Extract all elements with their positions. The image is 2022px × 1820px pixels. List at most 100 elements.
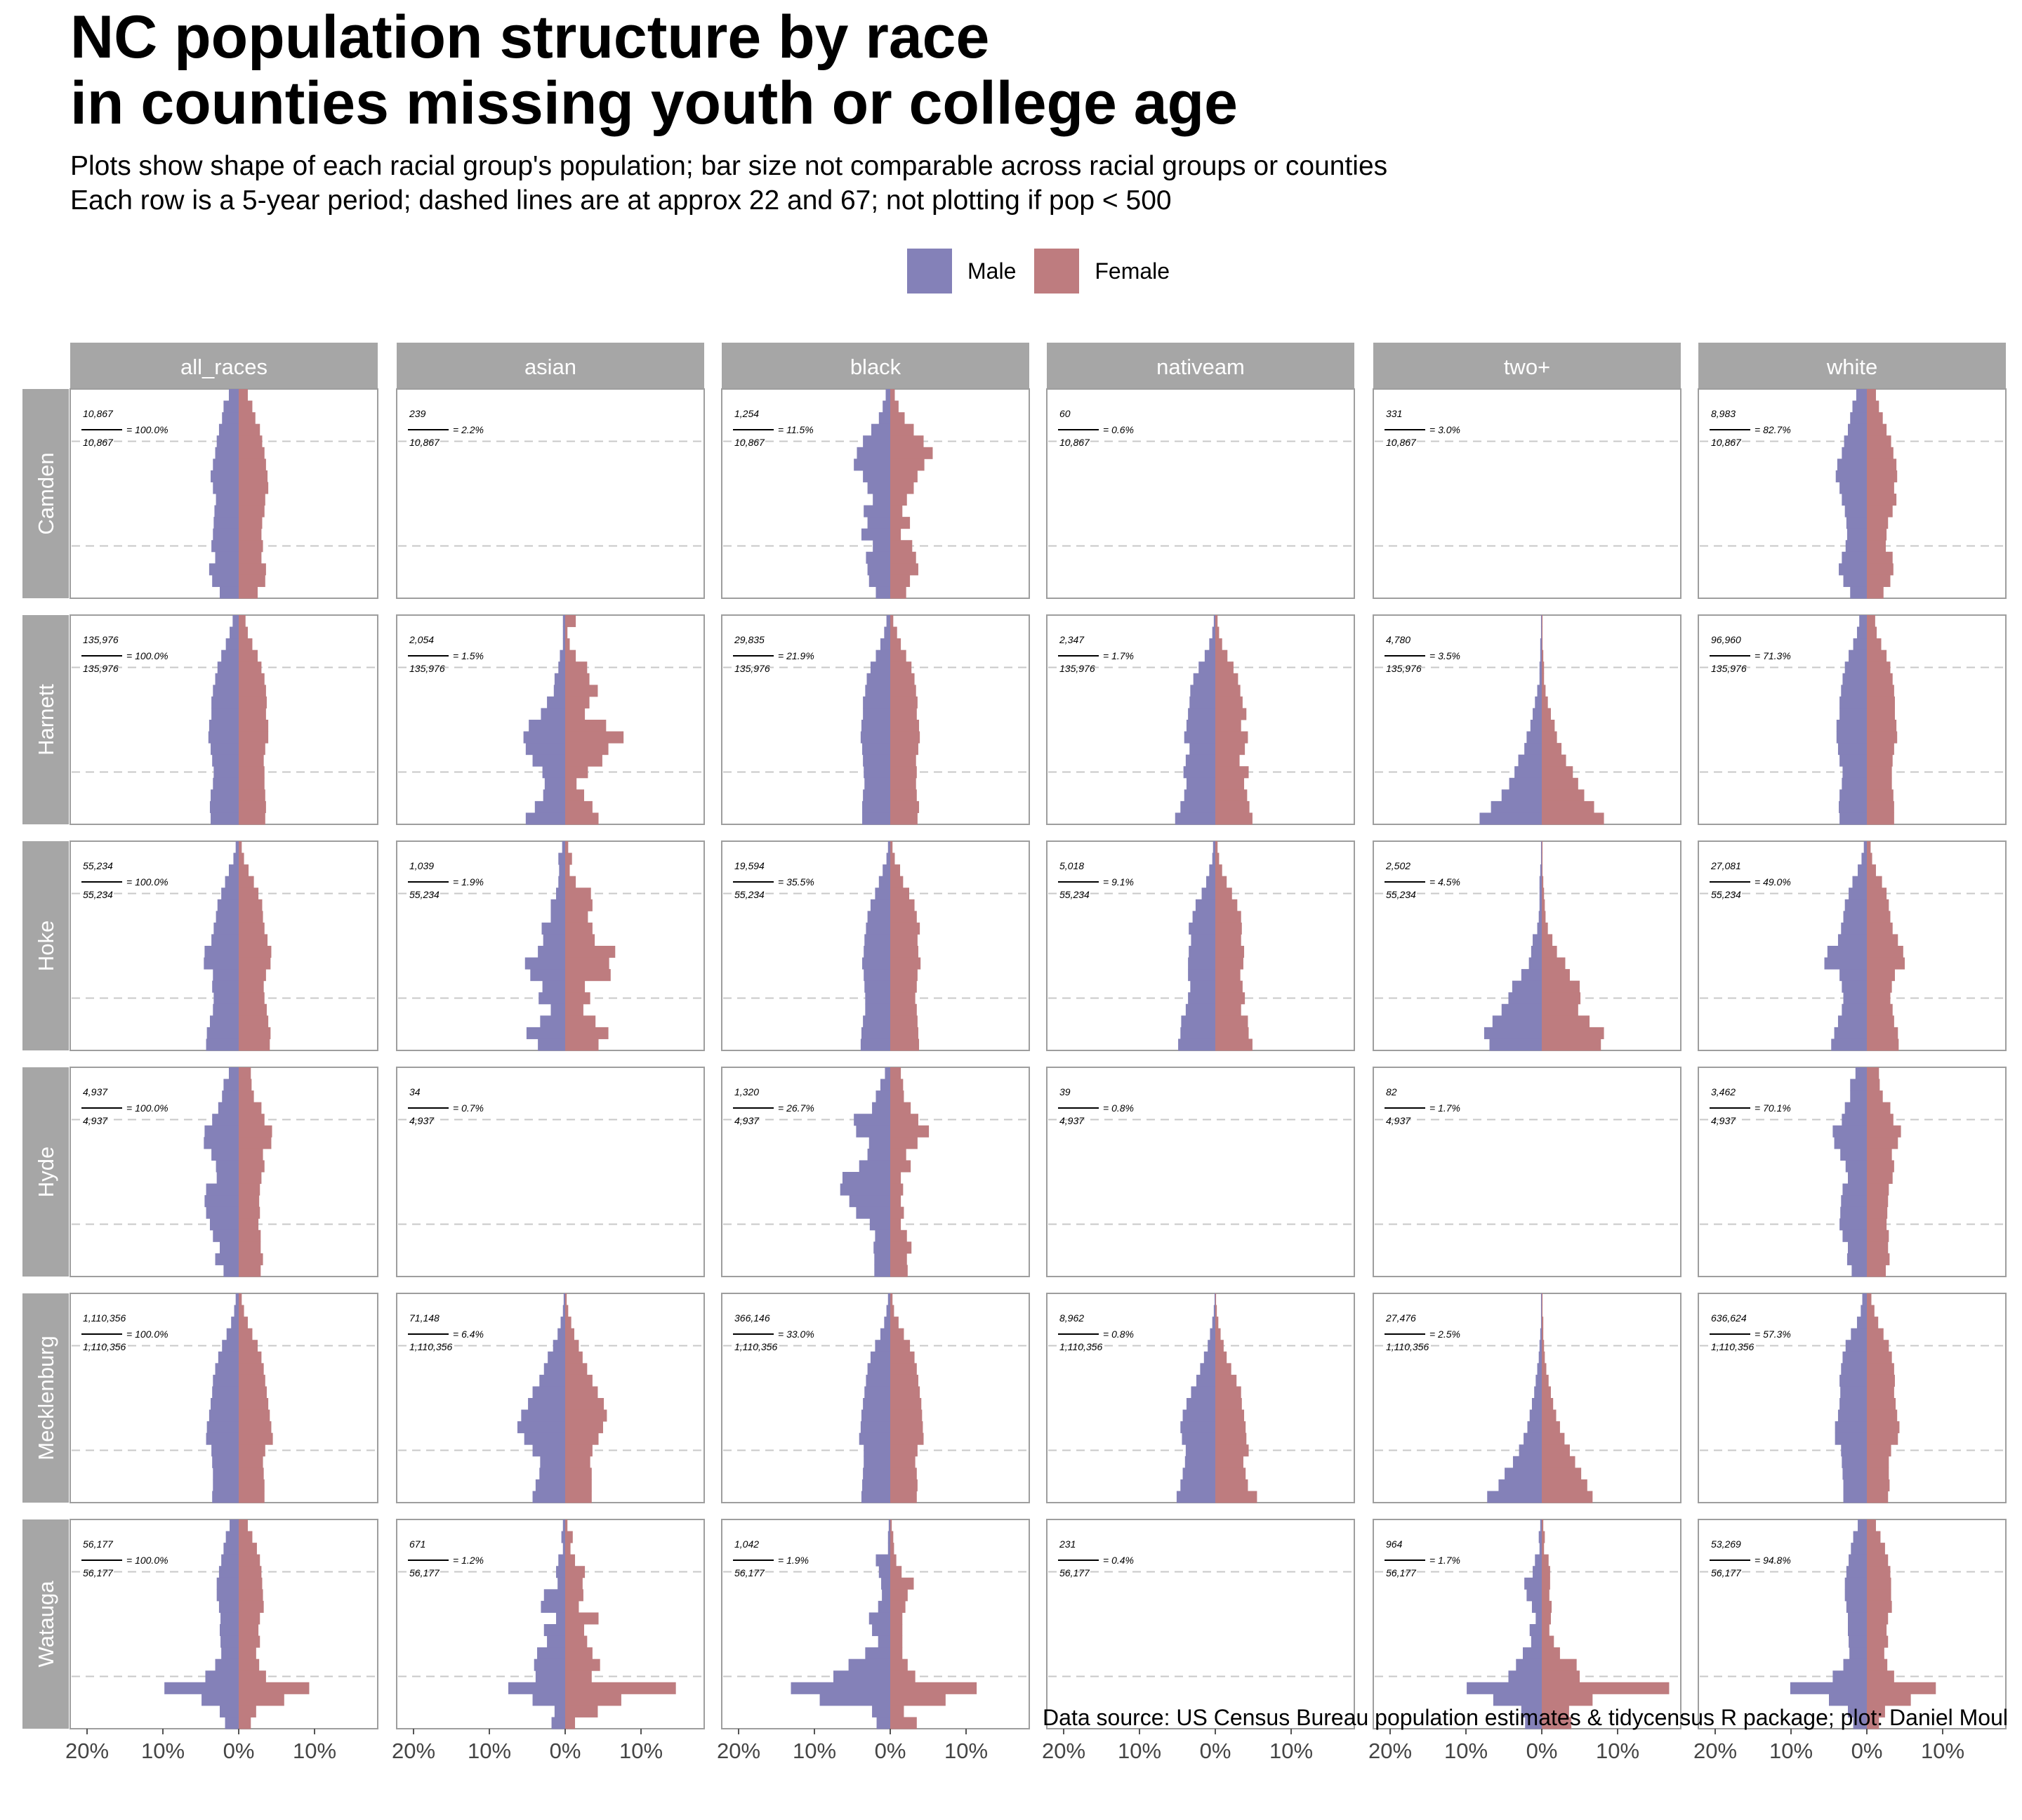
bar-male	[220, 1612, 239, 1625]
bar-female	[890, 1456, 916, 1468]
bar-female	[565, 1456, 590, 1468]
bar-male	[863, 696, 890, 708]
bar-female	[565, 1409, 607, 1422]
bar-female	[890, 731, 920, 744]
bar-female	[1867, 1398, 1896, 1411]
bar-female	[1215, 673, 1238, 685]
bar-male	[537, 1647, 565, 1660]
bar-female	[1867, 1468, 1889, 1480]
group-share: = 6.4%	[453, 1328, 484, 1340]
bar-female	[1542, 934, 1553, 947]
bar-female	[239, 494, 265, 506]
panel: 10,867 = 100.0% 10,867	[70, 388, 378, 599]
bar-male	[1193, 673, 1215, 685]
county-total: 10,867	[83, 437, 114, 448]
bar-female	[1867, 1647, 1884, 1660]
bar-male	[1842, 777, 1867, 790]
bar-female	[1215, 1479, 1248, 1491]
bar-male	[539, 1468, 565, 1480]
bar-female	[890, 1090, 904, 1103]
bar-female	[239, 946, 272, 958]
bar-female	[1542, 980, 1580, 993]
bar-female	[1867, 1491, 1889, 1503]
bar-male	[875, 586, 890, 599]
bar-female	[239, 1694, 284, 1706]
panel: 964 = 1.7% 56,177	[1373, 1519, 1681, 1729]
bar-male	[1858, 1519, 1867, 1532]
bar-male	[886, 852, 890, 865]
legend-label-female: Female	[1095, 258, 1170, 284]
bar-male	[1195, 899, 1215, 911]
bar-female	[890, 1265, 908, 1277]
bar-male	[220, 586, 239, 599]
bar-female	[1542, 1363, 1547, 1376]
bar-male	[216, 1160, 239, 1173]
bar-female	[1867, 482, 1894, 494]
panel: 8,983 = 82.7% 10,867	[1698, 388, 2007, 599]
bar-female	[239, 1444, 265, 1457]
bar-male	[535, 1670, 565, 1683]
bar-male	[532, 1386, 565, 1399]
caption: Data source: US Census Bureau population…	[1043, 1705, 2008, 1730]
row-strip	[22, 389, 69, 598]
bar-male	[216, 494, 239, 506]
bar-female	[239, 766, 265, 779]
bar-male	[557, 1328, 565, 1340]
bar-male	[863, 708, 890, 720]
bar-female	[1867, 980, 1892, 993]
bar-female	[239, 1015, 269, 1028]
bar-male	[1540, 649, 1542, 662]
county-total: 10,867	[1711, 437, 1742, 448]
bar-male	[888, 1519, 890, 1532]
bar-female	[890, 1067, 901, 1080]
bar-male	[1856, 389, 1867, 402]
bar-female	[565, 1421, 603, 1434]
bar-female	[890, 494, 907, 506]
bar-male	[1848, 1705, 1867, 1717]
panel: 1,110,356= 100.0%1,110,356	[70, 1293, 378, 1503]
bar-female	[1215, 969, 1241, 982]
bar-male	[213, 1468, 239, 1480]
bar-male	[222, 1340, 239, 1352]
bar-male	[1185, 754, 1215, 767]
bar-female	[565, 1374, 593, 1387]
bar-male	[1526, 1589, 1542, 1602]
bar-male	[556, 1612, 565, 1625]
bar-male	[1837, 743, 1867, 756]
bar-female	[239, 1125, 272, 1138]
bar-female	[565, 1468, 592, 1480]
bar-male	[874, 1265, 890, 1277]
row-strip	[22, 615, 69, 824]
bar-male	[216, 1577, 239, 1590]
bar-female	[1542, 899, 1545, 911]
bar-female	[565, 708, 586, 720]
bar-male	[885, 389, 890, 402]
bar-male	[222, 412, 239, 425]
bar-female	[565, 766, 588, 779]
panel: 5,018 = 9.1% 55,234	[1046, 840, 1355, 1051]
bar-male	[887, 1543, 890, 1555]
bar-male	[548, 1351, 565, 1364]
bar-female	[1867, 423, 1887, 436]
county-total: 4,937	[1386, 1115, 1411, 1126]
bar-female	[890, 540, 913, 553]
bar-female	[890, 1543, 894, 1555]
bar-male	[1538, 911, 1542, 923]
county-total: 56,177	[1059, 1567, 1090, 1578]
bar-male	[856, 1206, 890, 1219]
bar-male	[213, 922, 239, 935]
bar-female	[1867, 1206, 1888, 1219]
bar-male	[1843, 1491, 1867, 1503]
group-population: 331	[1386, 408, 1402, 419]
bar-male	[1209, 864, 1215, 877]
x-tick-label: 10%	[141, 1739, 185, 1763]
bar-male	[525, 743, 565, 756]
bar-male	[1182, 1432, 1215, 1445]
bar-female	[239, 1183, 260, 1196]
bar-female	[239, 992, 265, 1005]
bar-male	[223, 1079, 239, 1091]
bar-male	[1188, 969, 1215, 982]
group-share: = 0.8%	[1103, 1328, 1134, 1340]
bar-female	[1867, 1444, 1891, 1457]
bar-female	[890, 969, 918, 982]
